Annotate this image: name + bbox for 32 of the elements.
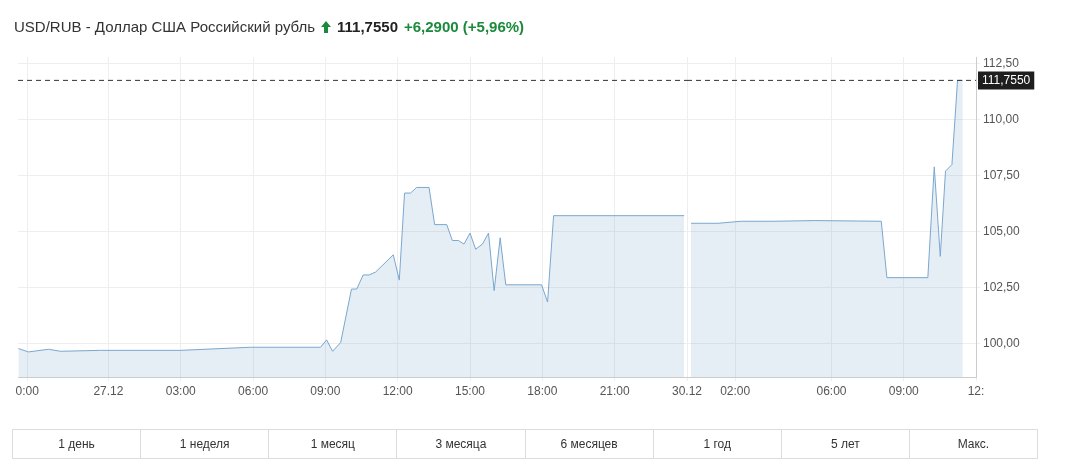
x-tick-label: 30.12 (671, 383, 703, 398)
x-tick-label: 27.12 (93, 383, 124, 398)
text: 1 месяц (268, 430, 397, 458)
x-tick-label: 12: (967, 383, 985, 398)
x-tick-label: 09:00 (310, 383, 341, 398)
y-tick-label: 107,50 (983, 167, 1021, 182)
x-tick-label: 02:00 (720, 383, 751, 398)
x-tick-label: 0:00 (15, 383, 40, 398)
x-tick-label: 18:00 (527, 383, 558, 398)
text: 1 день (57, 436, 96, 453)
ref-line-label: 111,7550 (982, 72, 1031, 87)
x-tick-label: 03:00 (165, 383, 197, 398)
text: 1 неделя (140, 430, 269, 458)
text: 5 лет (780, 430, 909, 458)
x-tick-label: 21:00 (599, 383, 631, 398)
y-tick-label: 112,50 (983, 56, 1020, 71)
text: 6 месяцев (524, 430, 653, 458)
text: 1 год (652, 430, 781, 458)
y-tick-label: 102,50 (983, 279, 1021, 294)
x-tick-label: 09:00 (888, 383, 920, 398)
text: +6,2900 (+5,96%) (403, 18, 525, 35)
x-tick-label: 06:00 (816, 383, 847, 398)
chart-title: USD/RUB - Доллар США Российский рубль (14, 18, 316, 35)
x-tick-label: 06:00 (238, 383, 269, 398)
text: 111,7550 (337, 18, 398, 35)
y-tick-label: 105,00 (983, 223, 1021, 238)
x-tick-label: 15:00 (455, 383, 486, 398)
text: Макс. (908, 430, 1037, 458)
x-tick-label: 12:00 (382, 383, 414, 398)
y-tick-label: 110,00 (983, 111, 1020, 126)
y-tick-label: 100,00 (983, 335, 1021, 350)
text: 3 месяца (396, 430, 525, 458)
